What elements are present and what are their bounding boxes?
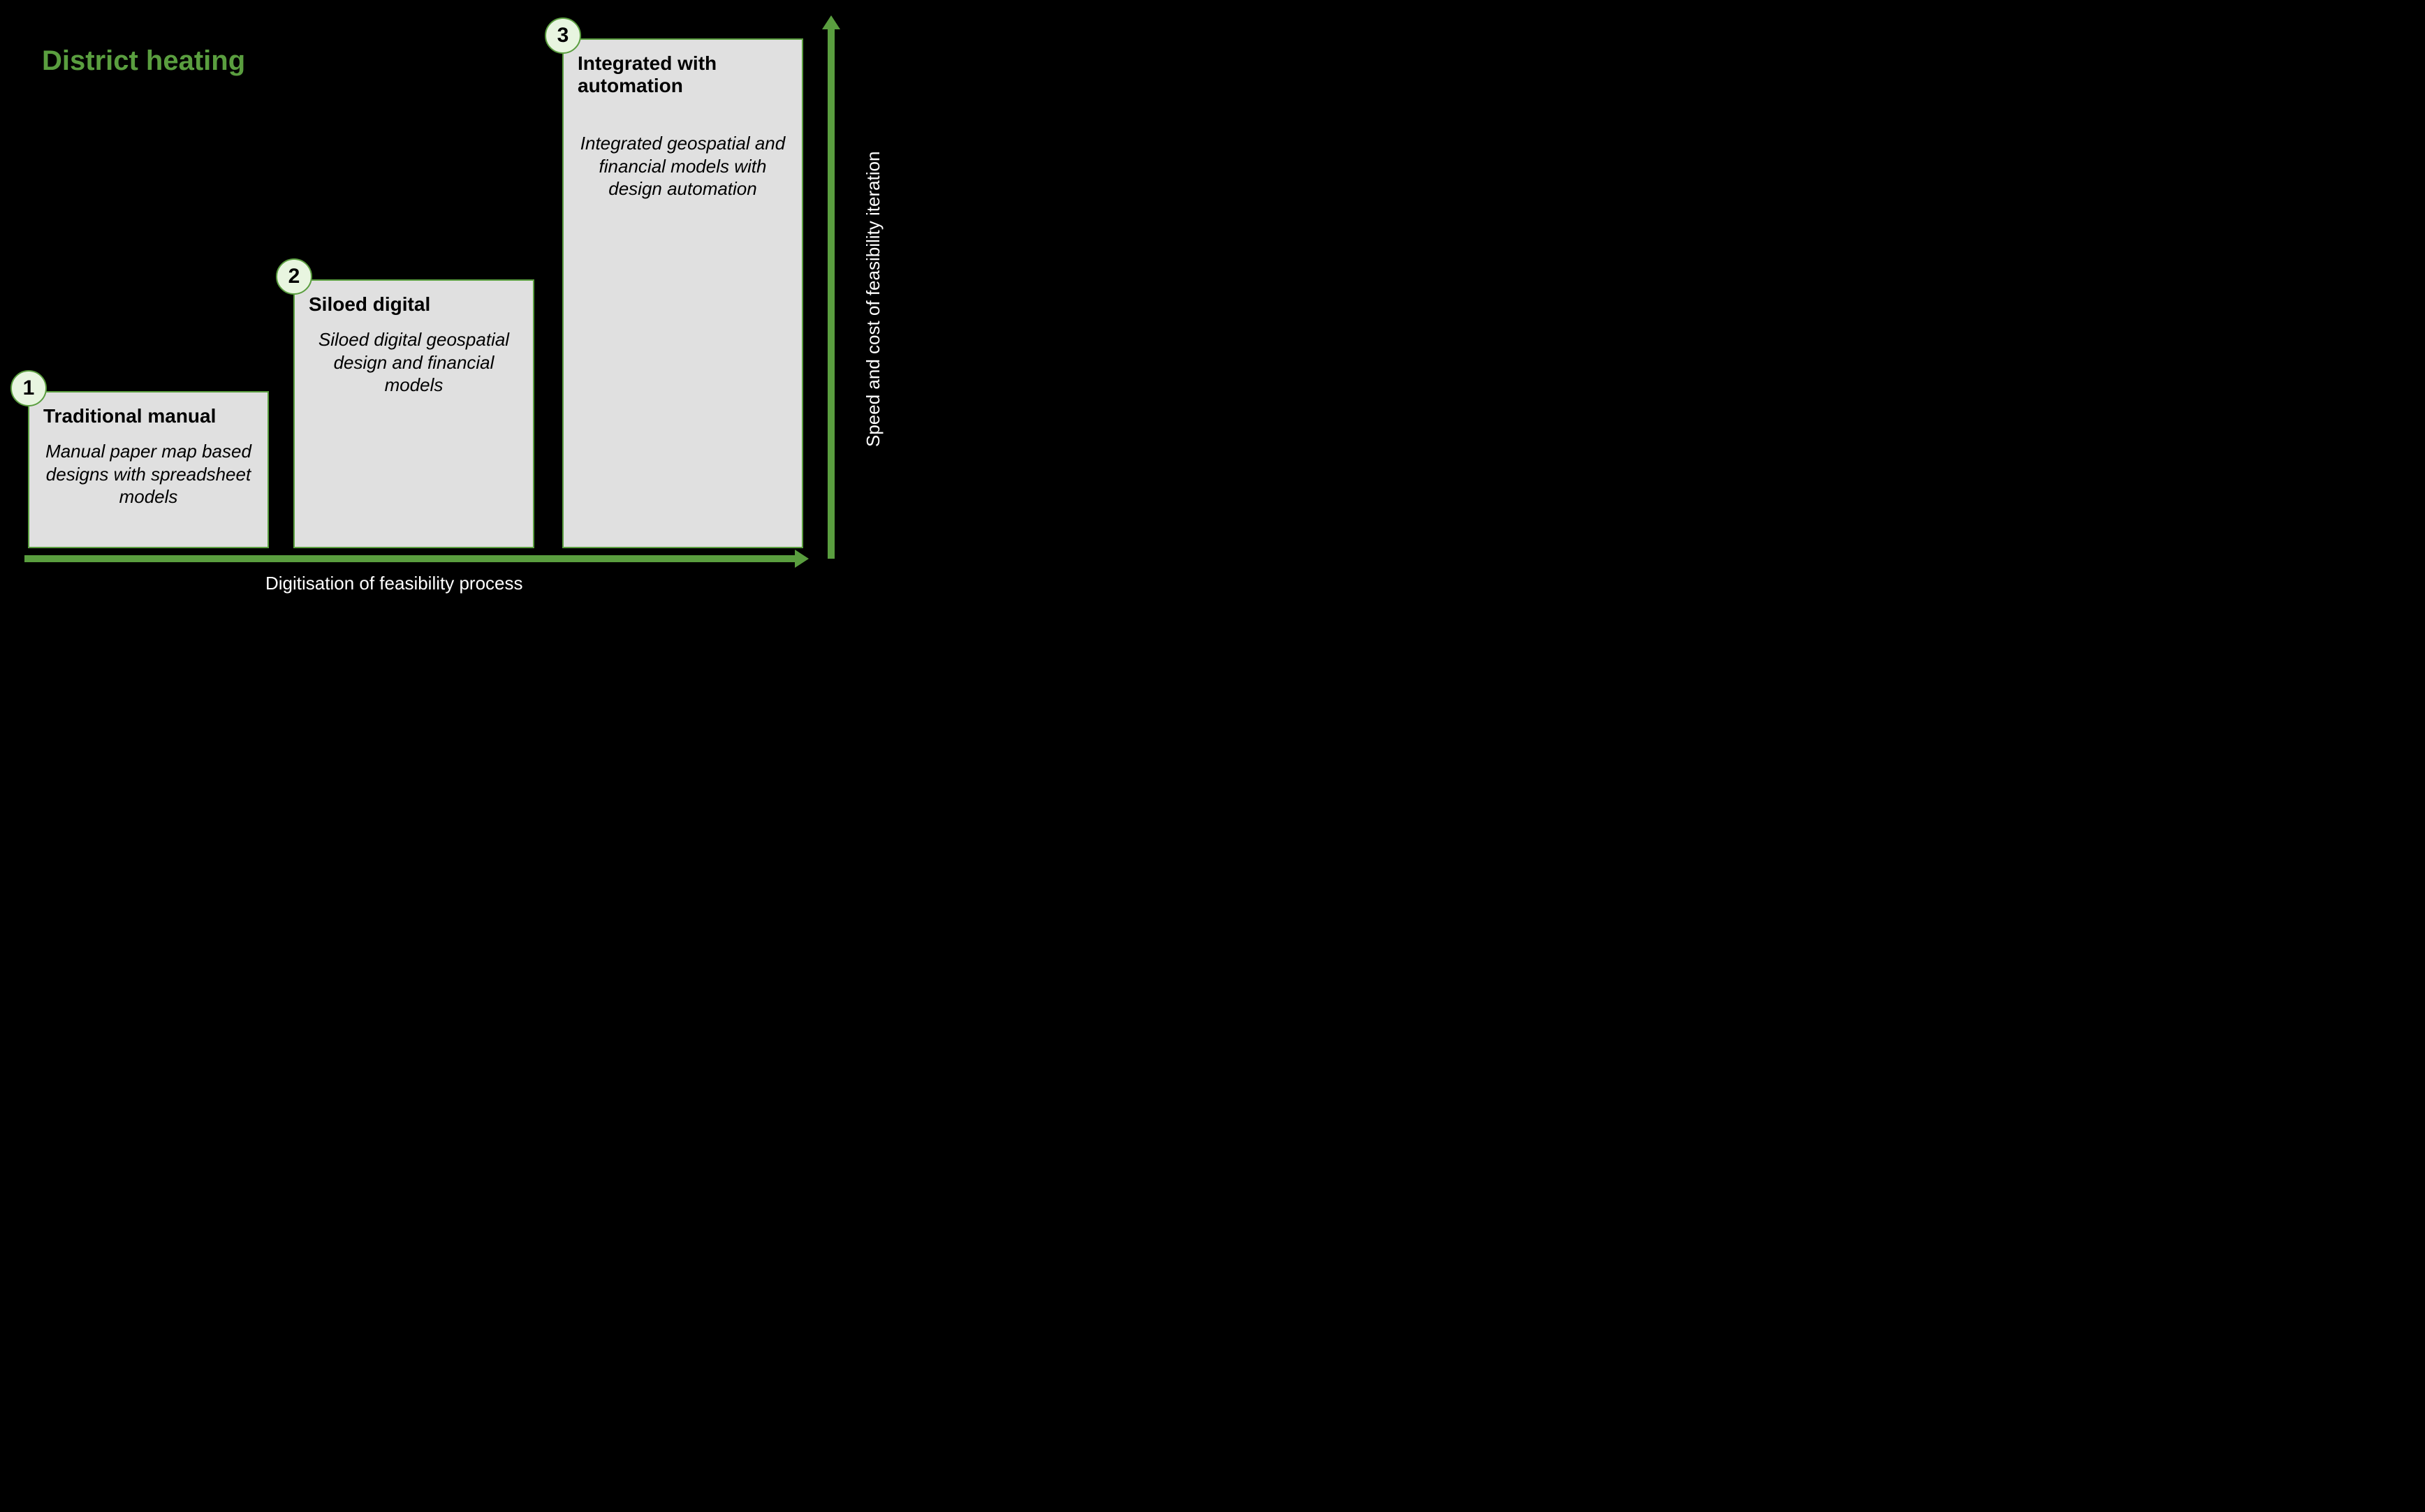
y-axis-label: Speed and cost of feasibility iteration — [863, 152, 884, 447]
diagram-canvas: District heating Traditional manual Manu… — [0, 0, 1048, 653]
x-axis-arrow — [24, 555, 796, 562]
step-box-3: Integrated with automation Integrated ge… — [562, 38, 803, 548]
diagram-title: District heating — [42, 45, 245, 77]
step-title-3: Integrated with automation — [578, 52, 788, 97]
step-box-2: Siloed digital Siloed digital geospatial… — [293, 279, 534, 548]
step-badge-1: 1 — [10, 370, 47, 406]
x-axis-label: Digitisation of feasibility process — [265, 573, 523, 594]
step-badge-2: 2 — [276, 258, 312, 295]
y-axis-arrow — [828, 28, 835, 559]
step-title-1: Traditional manual — [43, 405, 254, 427]
step-badge-3: 3 — [545, 17, 581, 54]
step-desc-2: Siloed digital geospatial design and fin… — [309, 328, 519, 397]
step-box-1: Traditional manual Manual paper map base… — [28, 391, 269, 548]
step-desc-3: Integrated geospatial and financial mode… — [578, 132, 788, 200]
step-title-2: Siloed digital — [309, 293, 519, 316]
step-desc-1: Manual paper map based designs with spre… — [43, 440, 254, 508]
